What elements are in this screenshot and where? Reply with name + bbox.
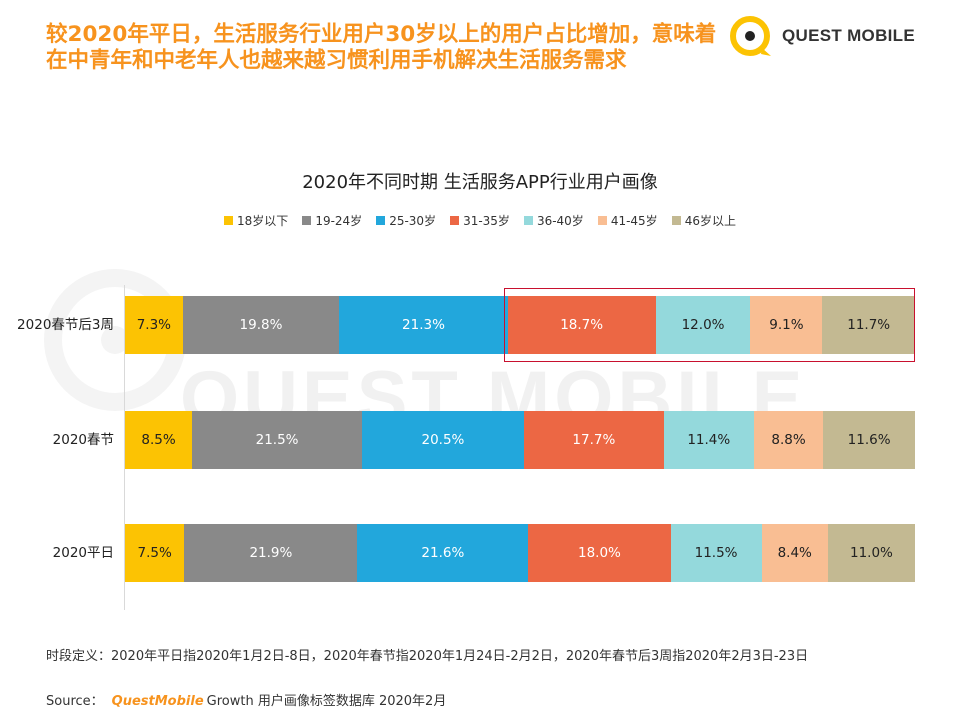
bar-segment: 12.0% (655, 296, 751, 354)
bar-segment: 21.5% (192, 411, 362, 469)
bar-row: 7.3% 19.8% 21.3% 18.7% 12.0% 9.1% 11.7% (125, 296, 915, 354)
legend-label: 41-45岁 (610, 214, 658, 228)
legend-item: 25-30岁 (376, 212, 436, 229)
logo-text: QUEST MOBILE (782, 26, 915, 45)
legend-label: 31-35岁 (463, 214, 510, 228)
bar-segment: 17.7% (523, 411, 664, 469)
bar-segment: 11.5% (670, 524, 762, 582)
bar-segment: 20.5% (361, 411, 524, 469)
bar-segment: 11.0% (827, 524, 915, 582)
bar-segment: 21.6% (357, 524, 529, 582)
source-suffix: Growth 用户画像标签数据库 2020年2月 (206, 694, 447, 709)
bar-segment: 21.3% (339, 296, 508, 354)
bar-segment: 7.5% (125, 524, 185, 582)
bar-segment: 21.9% (184, 524, 358, 582)
brand-logo: QUEST MOBILE (728, 12, 915, 60)
legend-item: 31-35岁 (450, 212, 510, 229)
bar-segment: 19.8% (182, 296, 340, 354)
legend-item: 18岁以下 (224, 212, 288, 229)
category-label: 2020平日 (52, 545, 114, 561)
legend-swatch (450, 216, 460, 225)
legend-label: 25-30岁 (389, 214, 437, 228)
category-label: 2020春节后3周 (17, 317, 114, 333)
source-brand: QuestMobile (111, 694, 204, 709)
bar-segment: 8.4% (761, 524, 828, 582)
category-axis (124, 285, 125, 610)
legend-swatch (597, 216, 607, 225)
bar-row: 7.5% 21.9% 21.6% 18.0% 11.5% 8.4% 11.0% (125, 524, 915, 582)
quest-mobile-logo-icon (730, 16, 771, 56)
legend-item: 19-24岁 (302, 212, 362, 229)
legend-item: 41-45岁 (597, 212, 658, 229)
legend-label: 18岁以下 (237, 214, 289, 228)
bar-segment: 8.5% (125, 411, 193, 469)
legend-label: 46岁以上 (684, 214, 736, 228)
bar-segment: 18.0% (528, 524, 671, 582)
bar-segment: 11.4% (663, 411, 754, 469)
chart-legend: 18岁以下 19-24岁 25-30岁 31-35岁 36-40岁 41-45岁 46岁以上 (0, 212, 960, 229)
bar-segment: 18.7% (507, 296, 656, 354)
legend-label: 19-24岁 (315, 214, 363, 228)
footnote: 时段定义：2020年平日指2020年1月2日-8日，2020年春节指2020年1… (46, 649, 809, 664)
legend-swatch (224, 216, 234, 225)
legend-swatch (671, 216, 681, 225)
legend-item: 46岁以上 (671, 212, 736, 229)
highlight-box (504, 288, 915, 362)
page-headline: 较2020年平日，生活服务行业用户30岁以上的用户占比增加，意味着在中青年和中老… (46, 22, 717, 73)
source-prefix: Source： (46, 694, 104, 709)
bar-segment: 7.3% (125, 296, 183, 354)
legend-swatch (523, 216, 533, 225)
bar-row: 8.5% 21.5% 20.5% 17.7% 11.4% 8.8% 11.6% (125, 411, 915, 469)
bar-segment: 11.7% (822, 296, 915, 354)
bar-segment: 11.6% (823, 411, 915, 469)
legend-swatch (302, 216, 312, 225)
legend-item: 36-40岁 (523, 212, 584, 229)
category-label: 2020春节 (52, 432, 114, 448)
legend-swatch (376, 216, 386, 225)
source-line: Source： QuestMobile Growth 用户画像标签数据库 2020年… (46, 690, 446, 709)
legend-label: 36-40岁 (536, 214, 584, 228)
bar-segment: 9.1% (750, 296, 823, 354)
bar-segment: 8.8% (753, 411, 824, 469)
chart-title: 2020年不同时期 生活服务APP行业用户画像 (302, 172, 658, 193)
